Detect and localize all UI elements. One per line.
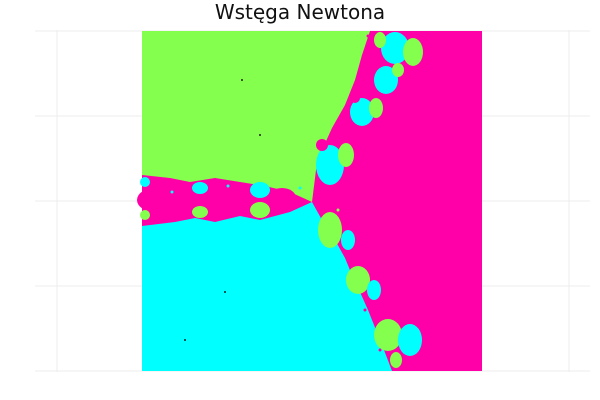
lobe — [228, 190, 252, 210]
speckle — [336, 208, 340, 212]
lobe — [137, 188, 173, 212]
lobe — [346, 266, 370, 294]
fractal-image — [137, 31, 482, 371]
lobe — [374, 66, 398, 94]
lobe — [250, 182, 270, 198]
lobe — [338, 143, 354, 167]
lobe — [316, 145, 344, 185]
speckle — [241, 79, 243, 81]
lobe — [316, 139, 328, 151]
plot-title: Wstęga Newtona — [214, 0, 386, 24]
lobe — [341, 230, 355, 250]
speckle — [363, 308, 367, 312]
speckle — [226, 184, 230, 188]
lobe — [403, 38, 423, 66]
basin-green — [142, 31, 370, 202]
speckle — [170, 190, 174, 194]
lobe — [350, 98, 374, 126]
boundary-speckles — [170, 34, 382, 352]
lobe — [318, 212, 342, 248]
lobe — [398, 324, 422, 356]
lobe — [350, 93, 360, 103]
lobe — [192, 206, 208, 218]
speckle — [259, 134, 261, 136]
lobe — [374, 319, 402, 351]
speckle — [358, 68, 362, 72]
lobe — [184, 188, 216, 212]
left-arm-lobes — [137, 177, 296, 220]
upper-arm-lobes — [316, 32, 423, 185]
speckle — [378, 348, 382, 352]
lobe — [367, 280, 381, 300]
lobe — [192, 182, 208, 194]
speckle — [184, 339, 186, 341]
lobe — [140, 210, 150, 220]
speckle — [224, 291, 226, 293]
lower-arm-lobes — [318, 212, 422, 368]
lobe — [374, 32, 386, 48]
lobe — [390, 352, 402, 368]
lobe — [140, 177, 150, 187]
speckle — [366, 34, 370, 38]
lobe — [381, 32, 409, 64]
lobe — [392, 63, 404, 77]
lobe — [250, 202, 270, 218]
speckle — [316, 178, 320, 182]
lobe — [268, 188, 296, 208]
speckle — [348, 258, 352, 262]
speckle — [298, 186, 302, 190]
speckle — [340, 118, 344, 122]
lobe — [369, 98, 383, 118]
